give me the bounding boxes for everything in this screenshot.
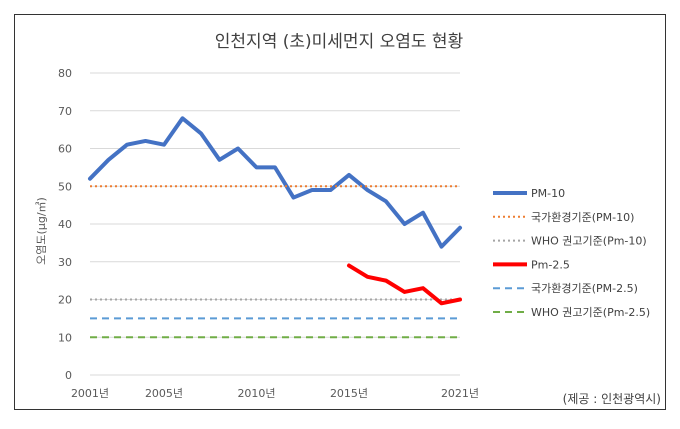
y-tick-label: 30 bbox=[58, 256, 72, 269]
legend-label: PM-10 bbox=[531, 187, 565, 200]
source-note: (제공 : 인천광역시) bbox=[563, 391, 661, 406]
x-axis-ticks: 2001년 2005년 2010년 2015년 2021년 bbox=[71, 387, 479, 400]
y-tick-label: 0 bbox=[65, 369, 72, 382]
legend-label: WHO 권고기준(Pm-10) bbox=[531, 235, 647, 248]
y-axis-label: 오염도(μg/㎥) bbox=[35, 197, 48, 265]
legend: PM-10 국가환경기준(PM-10) WHO 권고기준(Pm-10) Pm-2.5 국… bbox=[493, 187, 650, 319]
x-tick-label: 2005년 bbox=[145, 387, 183, 400]
y-tick-label: 80 bbox=[58, 67, 72, 80]
y-tick-label: 60 bbox=[58, 143, 72, 156]
y-tick-label: 10 bbox=[58, 331, 72, 344]
x-tick-label: 2001년 bbox=[71, 387, 109, 400]
chart-title: 인천지역 (초)미세먼지 오염도 현황 bbox=[215, 32, 463, 52]
chart-frame: 0 10 20 30 40 50 60 70 80 2001년 2005년 2010년 2015년 20… bbox=[14, 14, 666, 410]
legend-label: Pm-2.5 bbox=[531, 258, 570, 271]
y-tick-label: 40 bbox=[58, 218, 72, 231]
y-tick-label: 50 bbox=[58, 180, 72, 193]
x-tick-label: 2015년 bbox=[330, 387, 368, 400]
x-tick-label: 2010년 bbox=[237, 387, 275, 400]
data-series bbox=[88, 116, 462, 339]
legend-label: WHO 권고기준(Pm-2.5) bbox=[531, 306, 650, 319]
y-tick-label: 20 bbox=[58, 294, 72, 307]
y-axis-ticks: 0 10 20 30 40 50 60 70 80 bbox=[58, 67, 72, 382]
series-line-0 bbox=[88, 116, 462, 249]
x-tick-label: 2021년 bbox=[441, 387, 479, 400]
series-line-3 bbox=[347, 263, 462, 306]
y-tick-label: 70 bbox=[58, 105, 72, 118]
legend-label: 국가환경기준(PM-2.5) bbox=[531, 282, 638, 295]
legend-label: 국가환경기준(PM-10) bbox=[531, 211, 634, 224]
